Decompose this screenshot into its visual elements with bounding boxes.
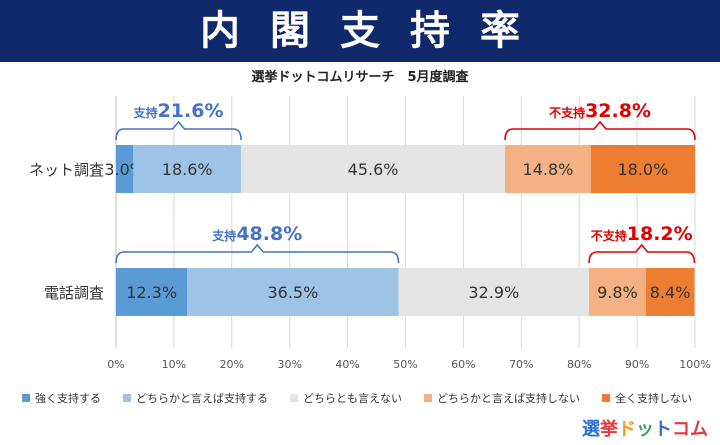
legend-swatch: [602, 394, 610, 402]
x-tick-label: 40%: [335, 358, 359, 371]
category-label: 電話調査: [44, 284, 104, 302]
data-label: 45.6%: [348, 160, 399, 179]
legend-swatch: [22, 394, 30, 402]
x-tick-label: 100%: [679, 358, 710, 371]
bracket: [504, 120, 696, 141]
legend-label: どちらかと言えば支持しない: [437, 392, 580, 405]
legend-label: どちらかと言えば支持する: [136, 392, 268, 405]
x-tick-label: 0%: [107, 358, 124, 371]
chart-legend: 強く支持する どちらかと言えば支持する どちらとも言えない どちらかと言えば支持しない…: [22, 388, 712, 408]
data-label: 8.4%: [650, 283, 691, 302]
x-tick-label: 30%: [277, 358, 301, 371]
legend-swatch: [123, 394, 131, 402]
brand-logo: 選挙ドットコム: [582, 419, 708, 440]
legend-item: どちらかと言えば支持しない: [424, 390, 580, 406]
legend-swatch: [424, 394, 432, 402]
x-tick-label: 70%: [509, 358, 533, 371]
title-banner: 内閣支持率: [0, 0, 720, 62]
legend-label: どちらとも言えない: [303, 392, 402, 405]
bar-segment: [116, 145, 134, 193]
x-tick-label: 50%: [393, 358, 417, 371]
data-label: 36.5%: [267, 283, 318, 302]
bar-segment: [645, 268, 695, 316]
chart-subtitle: 選挙ドットコムリサーチ 5月度調査: [251, 70, 469, 85]
bar-segment: [505, 145, 591, 193]
legend-item: どちらとも言えない: [290, 390, 402, 406]
bracket-annotation: 支持21.6%: [133, 100, 224, 122]
page-title: 内閣支持率: [200, 8, 550, 54]
x-tick-label: 10%: [162, 358, 186, 371]
bracket: [115, 120, 242, 141]
data-label: 12.3%: [126, 283, 177, 302]
bar-segment: [589, 268, 646, 316]
x-tick-label: 90%: [625, 358, 649, 371]
data-label: 9.8%: [597, 283, 638, 302]
legend-swatch: [290, 394, 298, 402]
data-label: 18.6%: [162, 160, 213, 179]
data-label: 32.9%: [468, 283, 519, 302]
bracket: [588, 243, 696, 264]
bar-segment: [116, 268, 188, 316]
bar-segment: [241, 145, 506, 193]
bar-segment: [398, 268, 590, 316]
bracket-annotation: 不支持18.2%: [591, 223, 693, 245]
legend-item: どちらかと言えば支持する: [123, 390, 268, 406]
legend-label: 強く支持する: [35, 392, 101, 405]
data-label: 18.0%: [617, 160, 668, 179]
legend-item: 全く支持しない: [602, 390, 692, 406]
legend-label: 全く支持しない: [615, 392, 692, 405]
bar-segment: [187, 268, 399, 316]
legend-item: 強く支持する: [22, 390, 101, 406]
x-tick-label: 80%: [567, 358, 591, 371]
category-label: ネット調査: [29, 161, 104, 179]
bar-segment: [133, 145, 242, 193]
data-label: 14.8%: [523, 160, 574, 179]
bracket-annotation: 支持48.8%: [211, 223, 302, 245]
bar-segment: [590, 145, 695, 193]
bracket-annotation: 不支持32.8%: [549, 100, 651, 122]
x-tick-label: 20%: [220, 358, 244, 371]
x-tick-label: 60%: [451, 358, 475, 371]
bracket: [115, 243, 400, 264]
